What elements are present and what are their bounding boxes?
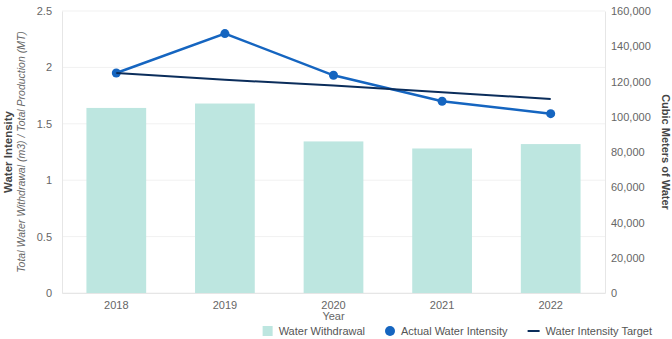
grid-line <box>62 11 605 12</box>
line <box>116 73 550 99</box>
tick-label: 100,000 <box>611 111 651 123</box>
tick: 120,000 <box>605 76 651 88</box>
tick: 20,000 <box>605 252 645 264</box>
y2-axis-title: Cubic Meters of Water <box>660 94 672 210</box>
tick: 2 <box>46 61 62 73</box>
plot-area <box>86 29 580 293</box>
y-axis-title: Water Intensity <box>2 110 14 193</box>
bar <box>304 141 364 293</box>
tick-label: 0.5 <box>37 231 52 243</box>
tick-label: 2 <box>46 61 52 73</box>
legend-item: Water Withdrawal <box>263 325 365 337</box>
tick: 2022 <box>538 293 562 311</box>
tick: 100,000 <box>605 111 651 123</box>
bar-series <box>86 104 580 293</box>
tick-label: 160,000 <box>611 5 651 17</box>
line-series <box>116 73 550 99</box>
axis-line <box>605 12 606 294</box>
tick-label: 60,000 <box>611 181 645 193</box>
grid <box>62 11 605 293</box>
chart: 0 0.5 1 1.5 2 2.5 0 20,000 40,000 60,000 80,000 100… <box>0 0 672 339</box>
tick-label: 120,000 <box>611 76 651 88</box>
y2-axis: 0 20,000 40,000 60,000 80,000 100,000 120,000 1… <box>605 5 651 299</box>
tick: 140,000 <box>605 40 651 52</box>
tick-label: 80,000 <box>611 146 645 158</box>
marker <box>546 109 555 118</box>
legend-label: Water Withdrawal <box>279 325 365 337</box>
tick-label: 20,000 <box>611 252 645 264</box>
tick: 0.5 <box>37 231 62 243</box>
tick: 0 <box>46 287 62 299</box>
tick: 2018 <box>104 293 128 311</box>
tick: 1.5 <box>37 118 62 130</box>
tick: 80,000 <box>605 146 645 158</box>
y-axis: 0 0.5 1 1.5 2 2.5 <box>37 5 63 299</box>
legend-key <box>385 326 395 336</box>
tick: 2.5 <box>37 5 62 17</box>
tick-label: 0 <box>46 287 52 299</box>
tick: 2021 <box>430 293 454 311</box>
y-axis-title: Total Water Withdrawal (m3) / Total Prod… <box>15 31 27 273</box>
axis-line <box>62 12 63 294</box>
tick-label: 2020 <box>321 299 345 311</box>
marker <box>438 97 447 106</box>
tick: 2020 <box>321 293 345 311</box>
grid-line <box>62 67 605 68</box>
tick-label: 2021 <box>430 299 454 311</box>
bar <box>195 104 255 293</box>
tick-label: 140,000 <box>611 40 651 52</box>
tick-label: 0 <box>611 287 617 299</box>
legend-label: Water Intensity Target <box>546 325 652 337</box>
tick-label: 2.5 <box>37 5 52 17</box>
bar <box>86 108 146 293</box>
legend-label: Actual Water Intensity <box>401 325 508 337</box>
tick: 40,000 <box>605 217 645 229</box>
tick-label: 2022 <box>538 299 562 311</box>
x-axis: 2018 2019 2020 2021 2022 <box>63 293 606 311</box>
tick: 1 <box>46 174 62 186</box>
bar <box>412 148 472 293</box>
legend-item: Actual Water Intensity <box>385 325 508 337</box>
tick: 2019 <box>213 293 237 311</box>
legend: Water Withdrawal Actual Water Intensity Wa… <box>263 325 652 337</box>
tick-label: 2018 <box>104 299 128 311</box>
bar <box>521 144 581 293</box>
tick-label: 1 <box>46 174 52 186</box>
legend-key <box>528 330 540 332</box>
legend-key <box>263 326 273 336</box>
tick: 160,000 <box>605 5 651 17</box>
tick-label: 2019 <box>213 299 237 311</box>
legend-item: Water Intensity Target <box>528 325 652 337</box>
line-series <box>112 29 555 118</box>
x-axis-title: Year <box>322 310 345 322</box>
axis-line <box>63 293 606 294</box>
tick: 0 <box>605 287 617 299</box>
tick-label: 40,000 <box>611 217 645 229</box>
marker <box>329 71 338 80</box>
tick-label: 1.5 <box>37 118 52 130</box>
line <box>116 34 550 114</box>
tick: 60,000 <box>605 181 645 193</box>
marker <box>220 29 229 38</box>
